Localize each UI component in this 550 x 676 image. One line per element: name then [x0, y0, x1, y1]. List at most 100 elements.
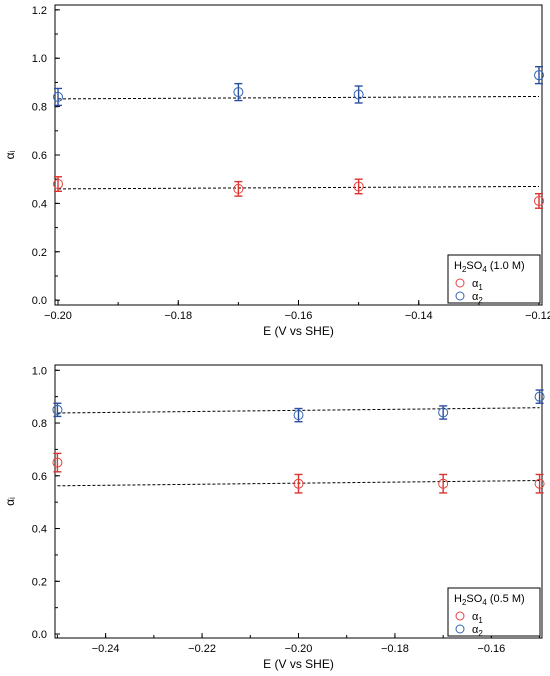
legend-label-text: α — [472, 624, 479, 636]
legend-label-text: α — [472, 278, 479, 290]
x-tick-label: −0.24 — [92, 643, 120, 655]
data-point-alpha1 — [438, 473, 449, 494]
legend-title: H2SO4 (0.5 M) — [454, 593, 525, 607]
legend-marker-alpha2 — [455, 291, 465, 301]
y-tick-label: 0.8 — [32, 418, 47, 430]
data-point-alpha1 — [53, 176, 64, 192]
marker — [233, 183, 244, 194]
y-axis-label: αᵢ — [3, 497, 17, 506]
y-tick-label: 0.2 — [32, 247, 47, 259]
legend-label-text: α — [472, 291, 479, 303]
y-tick-label: 1.2 — [32, 5, 47, 17]
x-tick-label: −0.20 — [285, 643, 313, 655]
data-point-alpha1 — [293, 473, 304, 494]
x-tick-label: −0.12 — [525, 310, 550, 322]
marker — [53, 91, 64, 102]
data-point-alpha2 — [293, 407, 304, 423]
y-tick-label: 0.4 — [32, 524, 47, 536]
marker — [293, 478, 304, 489]
legend-label-subscript: 2 — [478, 296, 483, 305]
legend-label-alpha2: α2 — [472, 291, 483, 305]
data-point-alpha2 — [353, 85, 364, 104]
x-axis-label: E (V vs SHE) — [263, 324, 334, 338]
legend-marker-alpha1 — [455, 611, 465, 621]
marker — [438, 478, 449, 489]
x-tick-label: −0.16 — [285, 310, 313, 322]
y-axis-ticks: 0.0 0.2 0.4 0.6 0.8 1.0 — [32, 365, 60, 641]
x-tick-label: −0.18 — [381, 643, 409, 655]
data-point-alpha1 — [534, 473, 545, 494]
data-point-alpha1 — [233, 180, 244, 197]
y-tick-label: 0.8 — [32, 102, 47, 114]
y-axis-ticks: 0.0 0.2 0.4 0.6 0.8 1.0 1.2 — [32, 5, 60, 307]
x-tick-label: −0.20 — [44, 310, 72, 322]
data-point-alpha2 — [438, 405, 449, 420]
marker — [293, 410, 304, 421]
y-tick-label: 0.6 — [32, 471, 47, 483]
y-tick-label: 0.6 — [32, 150, 47, 162]
marker — [533, 70, 544, 81]
fit-line-alpha1 — [58, 185, 539, 190]
x-tick-label: −0.16 — [477, 643, 505, 655]
panel-top: −0.20 −0.18 −0.16 −0.14 −0.12 0.00.20.40.60.… — [3, 4, 550, 338]
legend-label-alpha2: α2 — [472, 624, 483, 638]
x-axis-label: E (V vs SHE) — [263, 657, 334, 671]
marker — [53, 179, 64, 190]
legend-title-text: SO — [466, 260, 482, 272]
legend-marker-alpha1 — [455, 278, 465, 288]
y-tick-label: 1.0 — [32, 365, 47, 377]
x-tick-label: −0.18 — [164, 310, 192, 322]
y-tick-label: 0.0 — [32, 629, 47, 641]
x-axis-ticks: −0.24 −0.22 −0.20 −0.18 −0.16 — [56, 633, 541, 655]
data-point-alpha1 — [52, 452, 63, 473]
marker — [438, 407, 449, 418]
data-point-alpha1 — [353, 178, 364, 195]
legend-box — [447, 254, 541, 304]
x-tick-label: −0.22 — [188, 643, 216, 655]
marker — [52, 457, 63, 468]
legend-title-text: (0.5 M) — [487, 593, 525, 605]
data-point-alpha2 — [533, 65, 544, 85]
data-points — [53, 65, 544, 209]
legend-label-subscript: 1 — [478, 283, 483, 292]
y-tick-label: 0.4 — [32, 198, 47, 210]
legend-box — [447, 587, 541, 637]
marker — [233, 87, 244, 98]
legend-title-text: SO — [466, 593, 482, 605]
marker — [353, 89, 364, 100]
data-point-alpha2 — [534, 389, 545, 404]
y-tick-label: 0.2 — [32, 576, 47, 588]
marker — [534, 478, 545, 489]
legend-marker-alpha2 — [455, 624, 465, 634]
marker — [534, 391, 545, 402]
fit-lines — [58, 95, 539, 190]
legend-title-subscript: 2 — [462, 598, 467, 607]
marker — [533, 195, 544, 206]
data-point-alpha1 — [533, 193, 544, 209]
data-points — [52, 389, 545, 494]
legend-title-text: (1.0 M) — [487, 260, 525, 272]
legend-label-alpha1: α1 — [472, 278, 483, 292]
legend-label-text: α — [472, 611, 479, 623]
marker — [353, 181, 364, 192]
legend-label-alpha1: α1 — [472, 611, 483, 625]
panel-bottom: −0.24 −0.22 −0.20 −0.18 −0.16 0.00.20.40.60.… — [3, 364, 545, 671]
fit-line-alpha2 — [58, 95, 539, 100]
data-point-alpha2 — [53, 87, 64, 107]
x-tick-label: −0.14 — [405, 310, 433, 322]
legend-title: H2SO4 (1.0 M) — [454, 260, 525, 274]
y-tick-label: 1.0 — [32, 53, 47, 65]
legend-label-subscript: 1 — [478, 616, 483, 625]
legend-title-text: H — [454, 260, 462, 272]
legend-label-subscript: 2 — [478, 629, 483, 638]
legend-title-subscript: 4 — [482, 265, 487, 274]
legend-title-subscript: 2 — [462, 265, 467, 274]
data-point-alpha2 — [52, 402, 63, 418]
marker — [52, 404, 63, 415]
data-point-alpha2 — [233, 82, 244, 102]
legend-title-subscript: 4 — [482, 598, 487, 607]
legend-title-text: H — [454, 593, 462, 605]
